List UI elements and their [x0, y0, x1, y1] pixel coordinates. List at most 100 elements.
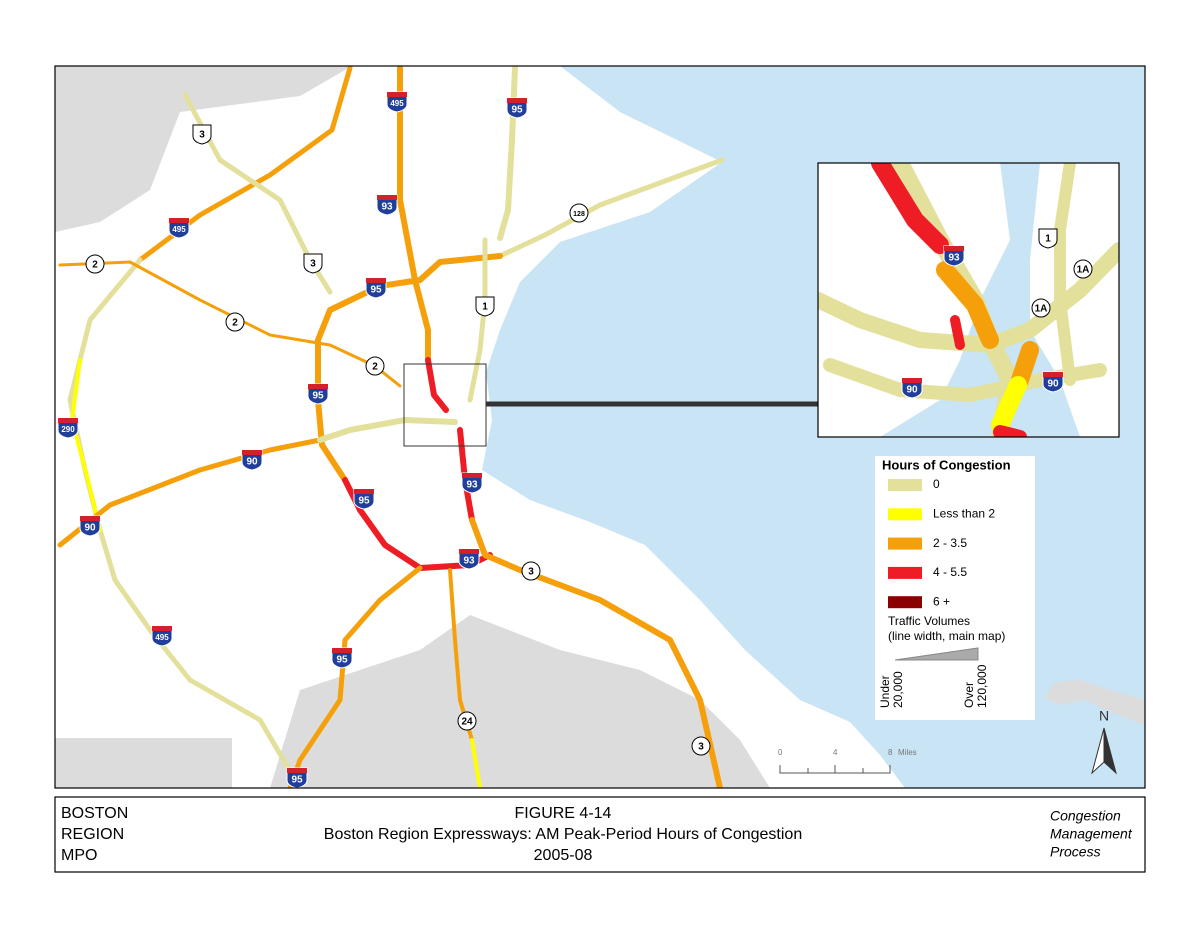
interstate-shield-top [387, 92, 407, 97]
north-label: N [1099, 708, 1109, 724]
volume-min: 20,000 [891, 671, 905, 708]
volume-min: Under [878, 675, 892, 708]
interstate-shield-top [332, 648, 352, 653]
interstate-shield-top [58, 418, 78, 423]
interstate-shield-top [944, 246, 964, 251]
scale-label: 0 [778, 748, 783, 757]
shield-label: 90 [84, 523, 96, 534]
interstate-shield-top [152, 626, 172, 631]
shield-label: 2 [232, 318, 238, 329]
inset-road [950, 315, 965, 350]
us-shield [475, 296, 495, 317]
program-name: Congestion [1050, 808, 1121, 824]
shield-label: 90 [906, 385, 918, 396]
shield-group: 495 95 3 495 93 128 2 3 95 1 2 2 95 290 90 93 95 90 93 3 495… [57, 91, 711, 788]
state-shield [569, 203, 589, 223]
volume-title: Traffic Volumes [888, 614, 970, 628]
shield-label: 3 [199, 130, 205, 141]
volume-max: Over [962, 682, 976, 708]
interstate-shield-top [308, 384, 328, 389]
state-shield [691, 736, 711, 756]
inset-frame [817, 162, 1120, 438]
inset-land [818, 163, 1010, 437]
legend: Hours of Congestion Traffic Volumes (lin… [875, 456, 1035, 720]
shield-label: 495 [155, 633, 169, 642]
interstate-shield-top [462, 473, 482, 478]
legend-swatch [888, 566, 922, 579]
shield-label: 90 [1047, 379, 1059, 390]
shield-label: 290 [61, 425, 75, 434]
interstate-shield-top [366, 278, 386, 283]
program-name: Process [1050, 844, 1101, 860]
legend-label: 2 - 3.5 [933, 536, 967, 550]
program-name: Management [1050, 826, 1133, 842]
shield-label: 2 [372, 362, 378, 373]
legend-box [875, 456, 1035, 720]
legend-label: 6 + [933, 594, 950, 608]
state-shield [1031, 298, 1051, 318]
figure-years: 2005-08 [534, 847, 593, 864]
scale-label: 4 [833, 748, 838, 757]
org-name: REGION [61, 826, 124, 843]
figure-title: Boston Region Expressways: AM Peak-Perio… [324, 826, 802, 843]
us-shield [1038, 228, 1058, 249]
state-shield [225, 312, 245, 332]
interstate-shield-top [459, 549, 479, 554]
title-block: BOSTON REGION MPO FIGURE 4-14 Boston Reg… [54, 796, 1146, 873]
state-shield [85, 254, 105, 274]
legend-swatch [888, 596, 922, 609]
interstate-shield-top [507, 98, 527, 103]
inset-road [1011, 341, 1039, 389]
map-frame [54, 65, 1146, 789]
volume-title: (line width, main map) [888, 629, 1005, 643]
legend-label: 4 - 5.5 [933, 565, 967, 579]
shield-label: 95 [291, 775, 303, 786]
north-arrow-right [1103, 727, 1117, 775]
inset-road [993, 425, 1027, 437]
inset-road [991, 376, 1027, 434]
shield-label: 95 [370, 285, 382, 296]
inset-shield-group: 93 1 1A 1A 90 90 [901, 228, 1093, 399]
shield-label: 2 [92, 260, 98, 271]
interstate-shield-top [902, 378, 922, 383]
interstate-shield-top [377, 195, 397, 200]
us-shield [303, 253, 323, 274]
shield-label: 95 [336, 655, 348, 666]
state-shield [1073, 259, 1093, 279]
shield-label: 93 [948, 253, 960, 264]
shield-label: 95 [511, 105, 523, 116]
title-frame [54, 796, 1146, 873]
shield-label: 3 [310, 259, 316, 270]
shield-label: 495 [172, 225, 186, 234]
inset-road [871, 163, 949, 254]
scale-label: 8 [888, 748, 893, 757]
legend-swatch [888, 508, 922, 521]
inset-road [1054, 163, 1076, 386]
legend-label: Less than 2 [933, 506, 995, 520]
legend-swatch [888, 537, 922, 550]
scale-unit: Miles [898, 748, 917, 757]
inset-road [936, 261, 999, 349]
shield-label: 1A [1035, 304, 1048, 315]
volume-wedge [894, 647, 979, 661]
shield-label: 495 [390, 99, 404, 108]
interstate-shield-top [1043, 372, 1063, 377]
figure-number: FIGURE 4-14 [515, 805, 612, 822]
shield-label: 95 [358, 496, 370, 507]
interstate-shield-top [287, 768, 307, 773]
legend-label: 0 [933, 477, 940, 491]
us-shield [192, 124, 212, 145]
shield-label: 1 [482, 302, 488, 313]
interstate-shield-top [354, 489, 374, 494]
shield-label: 95 [312, 391, 324, 402]
shield-label: 93 [381, 202, 393, 213]
legend-title: Hours of Congestion [882, 457, 1011, 472]
north-arrow: N [1091, 708, 1117, 775]
state-shield [365, 356, 385, 376]
shield-label: 93 [463, 556, 475, 567]
interstate-shield-top [80, 516, 100, 521]
interstate-shield-top [242, 450, 262, 455]
state-shield [521, 561, 541, 581]
